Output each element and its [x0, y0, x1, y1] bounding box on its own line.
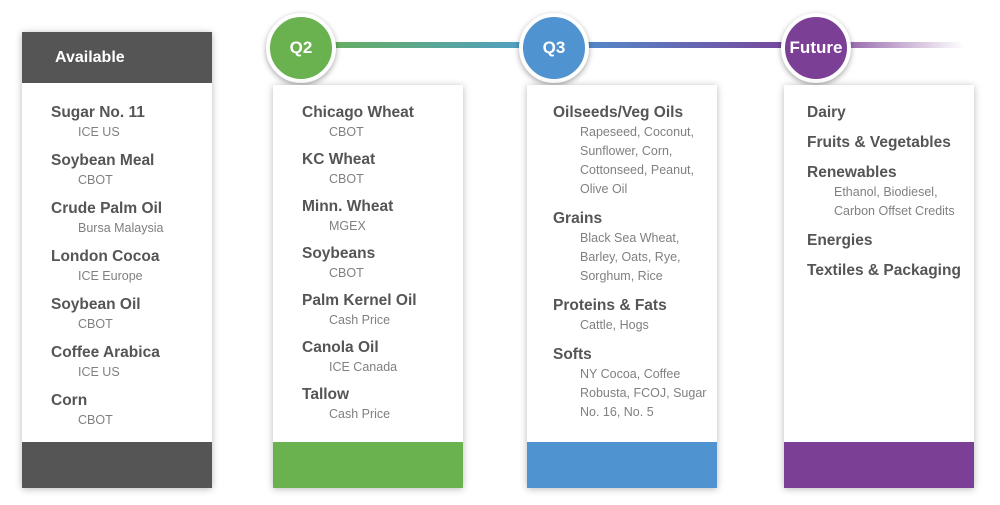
list-item: Minn. Wheat MGEX [302, 197, 463, 236]
list-item: Softs NY Cocoa, Coffee Robusta, FCOJ, Su… [553, 345, 717, 422]
list-item: Soybean Meal CBOT [51, 151, 212, 190]
timeline-connector-q2-q3 [300, 42, 550, 48]
item-title: Renewables [807, 164, 897, 181]
card-q3-list: Oilseeds/Veg Oils Rapeseed, Coconut, Sun… [527, 103, 717, 432]
item-title: Textiles & Packaging [807, 262, 961, 279]
item-title: KC Wheat [302, 151, 376, 168]
list-item: London Cocoa ICE Europe [51, 247, 212, 286]
list-item: Corn CBOT [51, 391, 212, 430]
item-title: Corn [51, 392, 88, 409]
item-title: Soybean Meal [51, 152, 155, 169]
list-item: Palm Kernel Oil Cash Price [302, 291, 463, 330]
list-item: Chicago Wheat CBOT [302, 103, 463, 142]
list-item: Grains Black Sea Wheat, Barley, Oats, Ry… [553, 209, 717, 286]
list-item: Textiles & Packaging [807, 261, 974, 281]
item-subtitle: ICE US [78, 365, 120, 379]
item-title: Palm Kernel Oil [302, 292, 417, 309]
list-item: Coffee Arabica ICE US [51, 343, 212, 382]
item-title: Soybean Oil [51, 296, 141, 313]
item-title: Canola Oil [302, 339, 379, 356]
item-title: Dairy [807, 104, 846, 121]
item-subtitle: ICE US [78, 125, 120, 139]
list-item: Canola Oil ICE Canada [302, 338, 463, 377]
item-title: Sugar No. 11 [51, 104, 145, 121]
item-title: Coffee Arabica [51, 344, 160, 361]
card-available: Available Sugar No. 11 ICE US Soybean Me… [22, 32, 212, 488]
item-title: Fruits & Vegetables [807, 134, 951, 151]
item-subtitle: ICE Europe [78, 269, 143, 283]
item-subtitle: CBOT [329, 172, 364, 186]
timeline-connector-fade [814, 42, 964, 48]
milestone-q3: Q3 [519, 13, 589, 83]
item-title: Crude Palm Oil [51, 200, 163, 217]
card-future-list: Dairy Fruits & Vegetables Renewables Eth… [784, 103, 974, 291]
item-title: Proteins & Fats [553, 297, 667, 314]
item-title: Chicago Wheat [302, 104, 414, 121]
list-item: Energies [807, 231, 974, 251]
card-q2-list: Chicago Wheat CBOT KC Wheat CBOT Minn. W… [273, 103, 463, 432]
item-subtitle: Ethanol, Biodiesel, Carbon Offset Credit… [834, 185, 955, 218]
list-item: Tallow Cash Price [302, 385, 463, 424]
milestone-future: Future [781, 13, 851, 83]
list-item: Crude Palm Oil Bursa Malaysia [51, 199, 212, 238]
card-q3: Oilseeds/Veg Oils Rapeseed, Coconut, Sun… [527, 85, 717, 488]
item-subtitle: CBOT [329, 266, 364, 280]
item-subtitle: CBOT [78, 317, 113, 331]
item-subtitle: MGEX [329, 219, 366, 233]
list-item: Soybeans CBOT [302, 244, 463, 283]
milestone-q2: Q2 [266, 13, 336, 83]
item-subtitle: Rapeseed, Coconut, Sunflower, Corn, Cott… [580, 125, 694, 196]
item-title: Soybeans [302, 245, 376, 262]
item-subtitle: ICE Canada [329, 360, 398, 374]
item-subtitle: CBOT [329, 125, 364, 139]
item-subtitle: Cash Price [329, 313, 391, 327]
list-item: KC Wheat CBOT [302, 150, 463, 189]
list-item: Proteins & Fats Cattle, Hogs [553, 296, 717, 335]
timeline-connector-q3-future [552, 42, 814, 48]
item-subtitle: Black Sea Wheat, Barley, Oats, Rye, Sorg… [580, 231, 681, 283]
card-q3-footer [527, 442, 717, 488]
item-subtitle: CBOT [78, 173, 113, 187]
card-q2-footer [273, 442, 463, 488]
list-item: Fruits & Vegetables [807, 133, 974, 153]
item-title: Energies [807, 232, 873, 249]
list-item: Soybean Oil CBOT [51, 295, 212, 334]
card-available-list: Sugar No. 11 ICE US Soybean Meal CBOT Cr… [22, 103, 212, 439]
card-future-footer [784, 442, 974, 488]
card-q2: Chicago Wheat CBOT KC Wheat CBOT Minn. W… [273, 85, 463, 488]
card-available-footer [22, 442, 212, 488]
list-item: Dairy [807, 103, 974, 123]
item-title: Oilseeds/Veg Oils [553, 104, 684, 121]
item-subtitle: NY Cocoa, Coffee Robusta, FCOJ, Sugar No… [580, 367, 707, 419]
item-title: Minn. Wheat [302, 198, 394, 215]
item-subtitle: CBOT [78, 413, 113, 427]
item-title: Grains [553, 210, 603, 227]
item-title: Tallow [302, 386, 350, 403]
list-item: Oilseeds/Veg Oils Rapeseed, Coconut, Sun… [553, 103, 717, 199]
item-subtitle: Cash Price [329, 407, 391, 421]
card-future: Dairy Fruits & Vegetables Renewables Eth… [784, 85, 974, 488]
item-title: Softs [553, 346, 592, 363]
list-item: Sugar No. 11 ICE US [51, 103, 212, 142]
list-item: Renewables Ethanol, Biodiesel, Carbon Of… [807, 163, 974, 221]
item-subtitle: Bursa Malaysia [78, 221, 164, 235]
card-available-header: Available [22, 32, 212, 83]
item-title: London Cocoa [51, 248, 160, 265]
item-subtitle: Cattle, Hogs [580, 318, 649, 332]
